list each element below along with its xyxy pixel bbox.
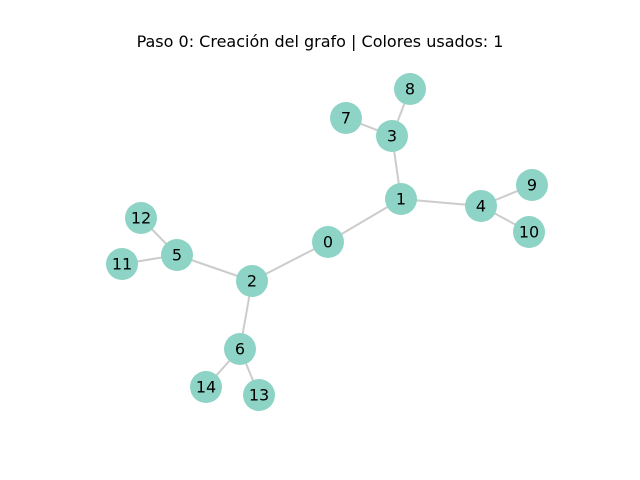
node-12: 12	[125, 202, 157, 234]
node-label: 13	[249, 386, 269, 405]
node-circle	[330, 102, 362, 134]
node-label: 7	[341, 109, 351, 128]
node-circle	[236, 265, 268, 297]
node-11: 11	[106, 248, 138, 280]
node-label: 11	[112, 255, 132, 274]
node-13: 13	[243, 379, 275, 411]
node-3: 3	[376, 120, 408, 152]
node-7: 7	[330, 102, 362, 134]
node-circle	[465, 190, 497, 222]
node-circle	[190, 371, 222, 403]
node-9: 9	[516, 169, 548, 201]
node-label: 10	[519, 223, 539, 242]
node-circle	[106, 248, 138, 280]
node-8: 8	[394, 73, 426, 105]
node-circle	[513, 216, 545, 248]
node-circle	[376, 120, 408, 152]
node-14: 14	[190, 371, 222, 403]
node-circle	[125, 202, 157, 234]
node-circle	[161, 239, 193, 271]
node-label: 14	[196, 378, 216, 397]
node-circle	[385, 183, 417, 215]
diagram-title: Paso 0: Creación del grafo | Colores usa…	[136, 32, 504, 51]
node-label: 4	[476, 197, 486, 216]
node-circle	[394, 73, 426, 105]
node-0: 0	[312, 226, 344, 258]
node-2: 2	[236, 265, 268, 297]
node-label: 6	[235, 340, 245, 359]
node-4: 4	[465, 190, 497, 222]
node-label: 1	[396, 190, 406, 209]
node-10: 10	[513, 216, 545, 248]
node-circle	[224, 333, 256, 365]
node-5: 5	[161, 239, 193, 271]
node-label: 5	[172, 246, 182, 265]
node-1: 1	[385, 183, 417, 215]
node-label: 3	[387, 127, 397, 146]
node-label: 9	[527, 176, 537, 195]
node-circle	[312, 226, 344, 258]
node-label: 12	[131, 209, 151, 228]
node-circle	[243, 379, 275, 411]
node-6: 6	[224, 333, 256, 365]
node-label: 0	[323, 233, 333, 252]
node-circle	[516, 169, 548, 201]
node-label: 2	[247, 272, 257, 291]
node-label: 8	[405, 80, 415, 99]
